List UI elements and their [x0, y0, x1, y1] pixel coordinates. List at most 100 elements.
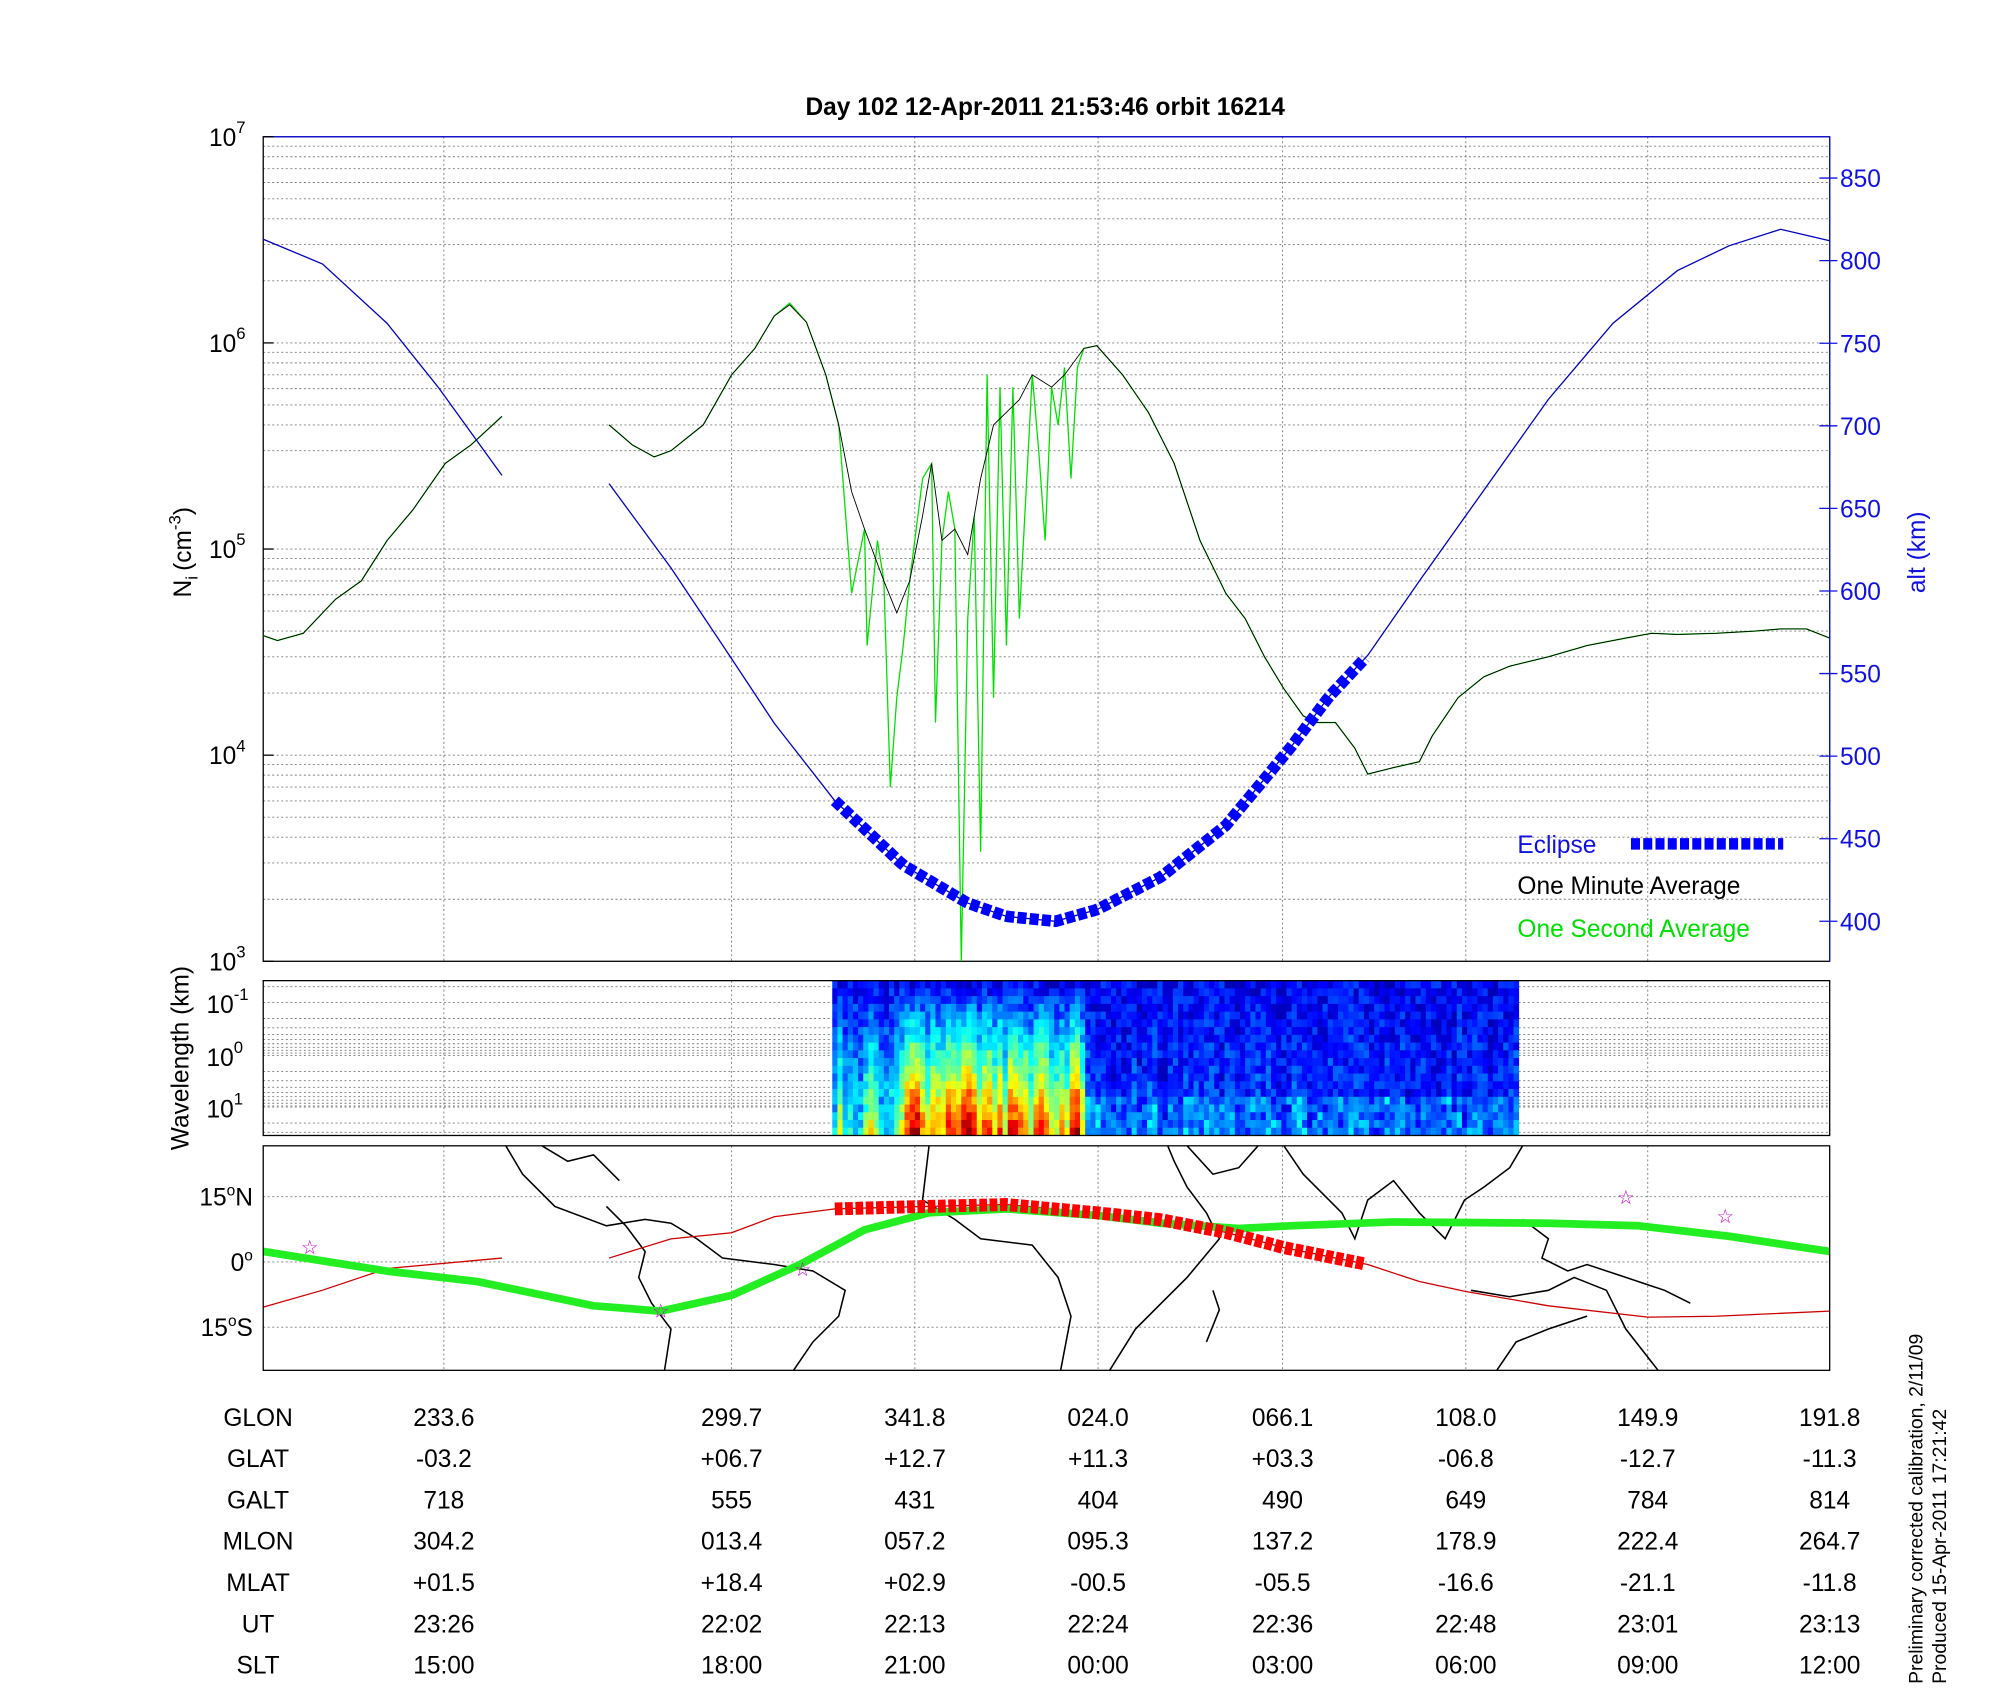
spectrogram-cell — [1028, 980, 1034, 989]
spectrogram-cell — [1405, 1065, 1411, 1074]
spectrogram-cell — [1240, 1003, 1246, 1012]
spectrogram-cell — [1229, 988, 1236, 997]
spectrogram-cell — [1100, 1081, 1107, 1090]
spectrogram-cell — [1270, 1011, 1277, 1020]
spectrogram-cell — [1430, 1058, 1437, 1067]
spectrogram-cell — [1451, 1027, 1458, 1036]
spectrogram-cell — [935, 996, 942, 1005]
spectrogram-cell — [1240, 1065, 1246, 1074]
spectrogram-cell — [1121, 1073, 1127, 1082]
spectrogram-cell — [1436, 1096, 1442, 1105]
table-cell: 22:36 — [1252, 1611, 1313, 1638]
spectrogram-cell — [1389, 1034, 1396, 1043]
spectrogram-cell — [971, 1104, 978, 1113]
altitude-tick-label: 650 — [1840, 496, 1881, 523]
spectrogram-cell — [894, 1027, 900, 1036]
spectrogram-cell — [858, 1011, 864, 1020]
altitude-tick-label: 500 — [1840, 744, 1881, 771]
spectrogram-cell — [1074, 996, 1081, 1005]
spectrogram-cell — [930, 1050, 936, 1059]
spectrogram-cell — [940, 1058, 947, 1067]
spectrogram-cell — [1105, 1058, 1112, 1067]
spectrogram-cell — [1167, 1112, 1174, 1121]
spectrogram-cell — [1363, 1081, 1370, 1090]
altitude-tick-label: 800 — [1840, 249, 1881, 276]
spectrogram-cell — [1270, 1081, 1277, 1090]
spectrogram-cell — [1126, 1011, 1132, 1020]
spectrogram-cell — [1028, 1081, 1034, 1090]
spectrogram-cell — [1250, 1112, 1256, 1121]
spectrogram-cell — [878, 1050, 885, 1059]
spectrogram-cell — [1240, 1034, 1246, 1043]
spectrogram-cell — [1487, 988, 1494, 997]
spectrogram-cell — [1245, 1019, 1251, 1028]
spectrogram-cell — [1441, 1019, 1447, 1028]
spectrogram-cell — [1064, 988, 1071, 997]
spectrogram-cell — [1224, 1042, 1231, 1051]
spectrogram-cell — [1002, 1050, 1009, 1059]
spectrogram-cell — [1090, 1065, 1096, 1074]
spectrogram-cell — [1461, 996, 1468, 1005]
spectrogram-cell — [878, 980, 885, 989]
spectrogram-cell — [1461, 1089, 1468, 1098]
spectrogram-cell — [1436, 1104, 1442, 1113]
spectrogram-cell — [1141, 1003, 1148, 1012]
spectrogram-cell — [842, 1120, 849, 1129]
spectrogram-cell — [976, 1065, 983, 1074]
spectrogram-cell — [1074, 1127, 1081, 1136]
spectrogram-cell — [1012, 1104, 1019, 1113]
spectrogram-cell — [1307, 1089, 1313, 1098]
spectrogram-cell — [1384, 1096, 1391, 1105]
spectrogram-cell — [930, 1081, 936, 1090]
spectrogram-cell — [1229, 1120, 1236, 1129]
spectrogram-cell — [1270, 1120, 1277, 1129]
spectrogram-cell — [976, 980, 983, 989]
spectrogram-cell — [1002, 1058, 1009, 1067]
table-cell: 23:01 — [1617, 1611, 1678, 1638]
spectrogram-cell — [1049, 980, 1055, 989]
spectrogram-cell — [966, 1027, 972, 1036]
spectrogram-cell — [1291, 1050, 1298, 1059]
spectrogram-cell — [1348, 996, 1354, 1005]
spectrogram-cell — [1307, 1058, 1313, 1067]
spectrogram-cell — [1467, 988, 1473, 997]
spectrogram-cell — [1028, 1104, 1034, 1113]
star-marker-icon: ☆ — [652, 1301, 669, 1323]
spectrogram-cell — [956, 1127, 962, 1136]
spectrogram-cell — [1074, 1089, 1081, 1098]
spectrogram-cell — [1265, 1089, 1272, 1098]
spectrogram-cell — [1374, 1104, 1380, 1113]
spectrogram-cell — [899, 988, 905, 997]
spectrogram-cell — [1245, 1003, 1251, 1012]
spectrogram-cell — [883, 1027, 890, 1036]
spectrogram-cell — [1167, 1003, 1174, 1012]
spectrogram-cell — [997, 1127, 1003, 1136]
spectrogram-cell — [1384, 1042, 1391, 1051]
spectrogram-cell — [1018, 1042, 1024, 1051]
spectrogram-cell — [1503, 1096, 1509, 1105]
spectrogram-cell — [1059, 1089, 1065, 1098]
spectrogram-cell — [899, 1104, 905, 1113]
spectrogram-cell — [1245, 996, 1251, 1005]
spectrogram-cell — [971, 988, 978, 997]
spectrogram-cell — [909, 1027, 916, 1036]
spectrogram-cell — [1018, 980, 1024, 989]
spectrogram-cell — [1002, 1096, 1009, 1105]
spectrogram-cell — [1436, 1073, 1442, 1082]
spectrogram-cell — [950, 1127, 957, 1136]
spectrogram-cell — [883, 1065, 890, 1074]
spectrogram-cell — [1054, 1027, 1060, 1036]
spectrogram-cell — [1296, 1065, 1303, 1074]
spectrogram-cell — [1214, 996, 1220, 1005]
spectrogram-cell — [1312, 1112, 1318, 1121]
spectrogram-cell — [1286, 1050, 1292, 1059]
spectrogram-cell — [899, 1089, 905, 1098]
spectrogram-cell — [1286, 1073, 1292, 1082]
spectrogram-cell — [1085, 1019, 1091, 1028]
spectrogram-cell — [935, 1104, 942, 1113]
spectrogram-cell — [1327, 1127, 1334, 1136]
spectrogram-cell — [920, 1089, 926, 1098]
spectrogram-cell — [1240, 980, 1246, 989]
spectrogram-cell — [1508, 1003, 1514, 1012]
spectrogram-cell — [1260, 1003, 1267, 1012]
